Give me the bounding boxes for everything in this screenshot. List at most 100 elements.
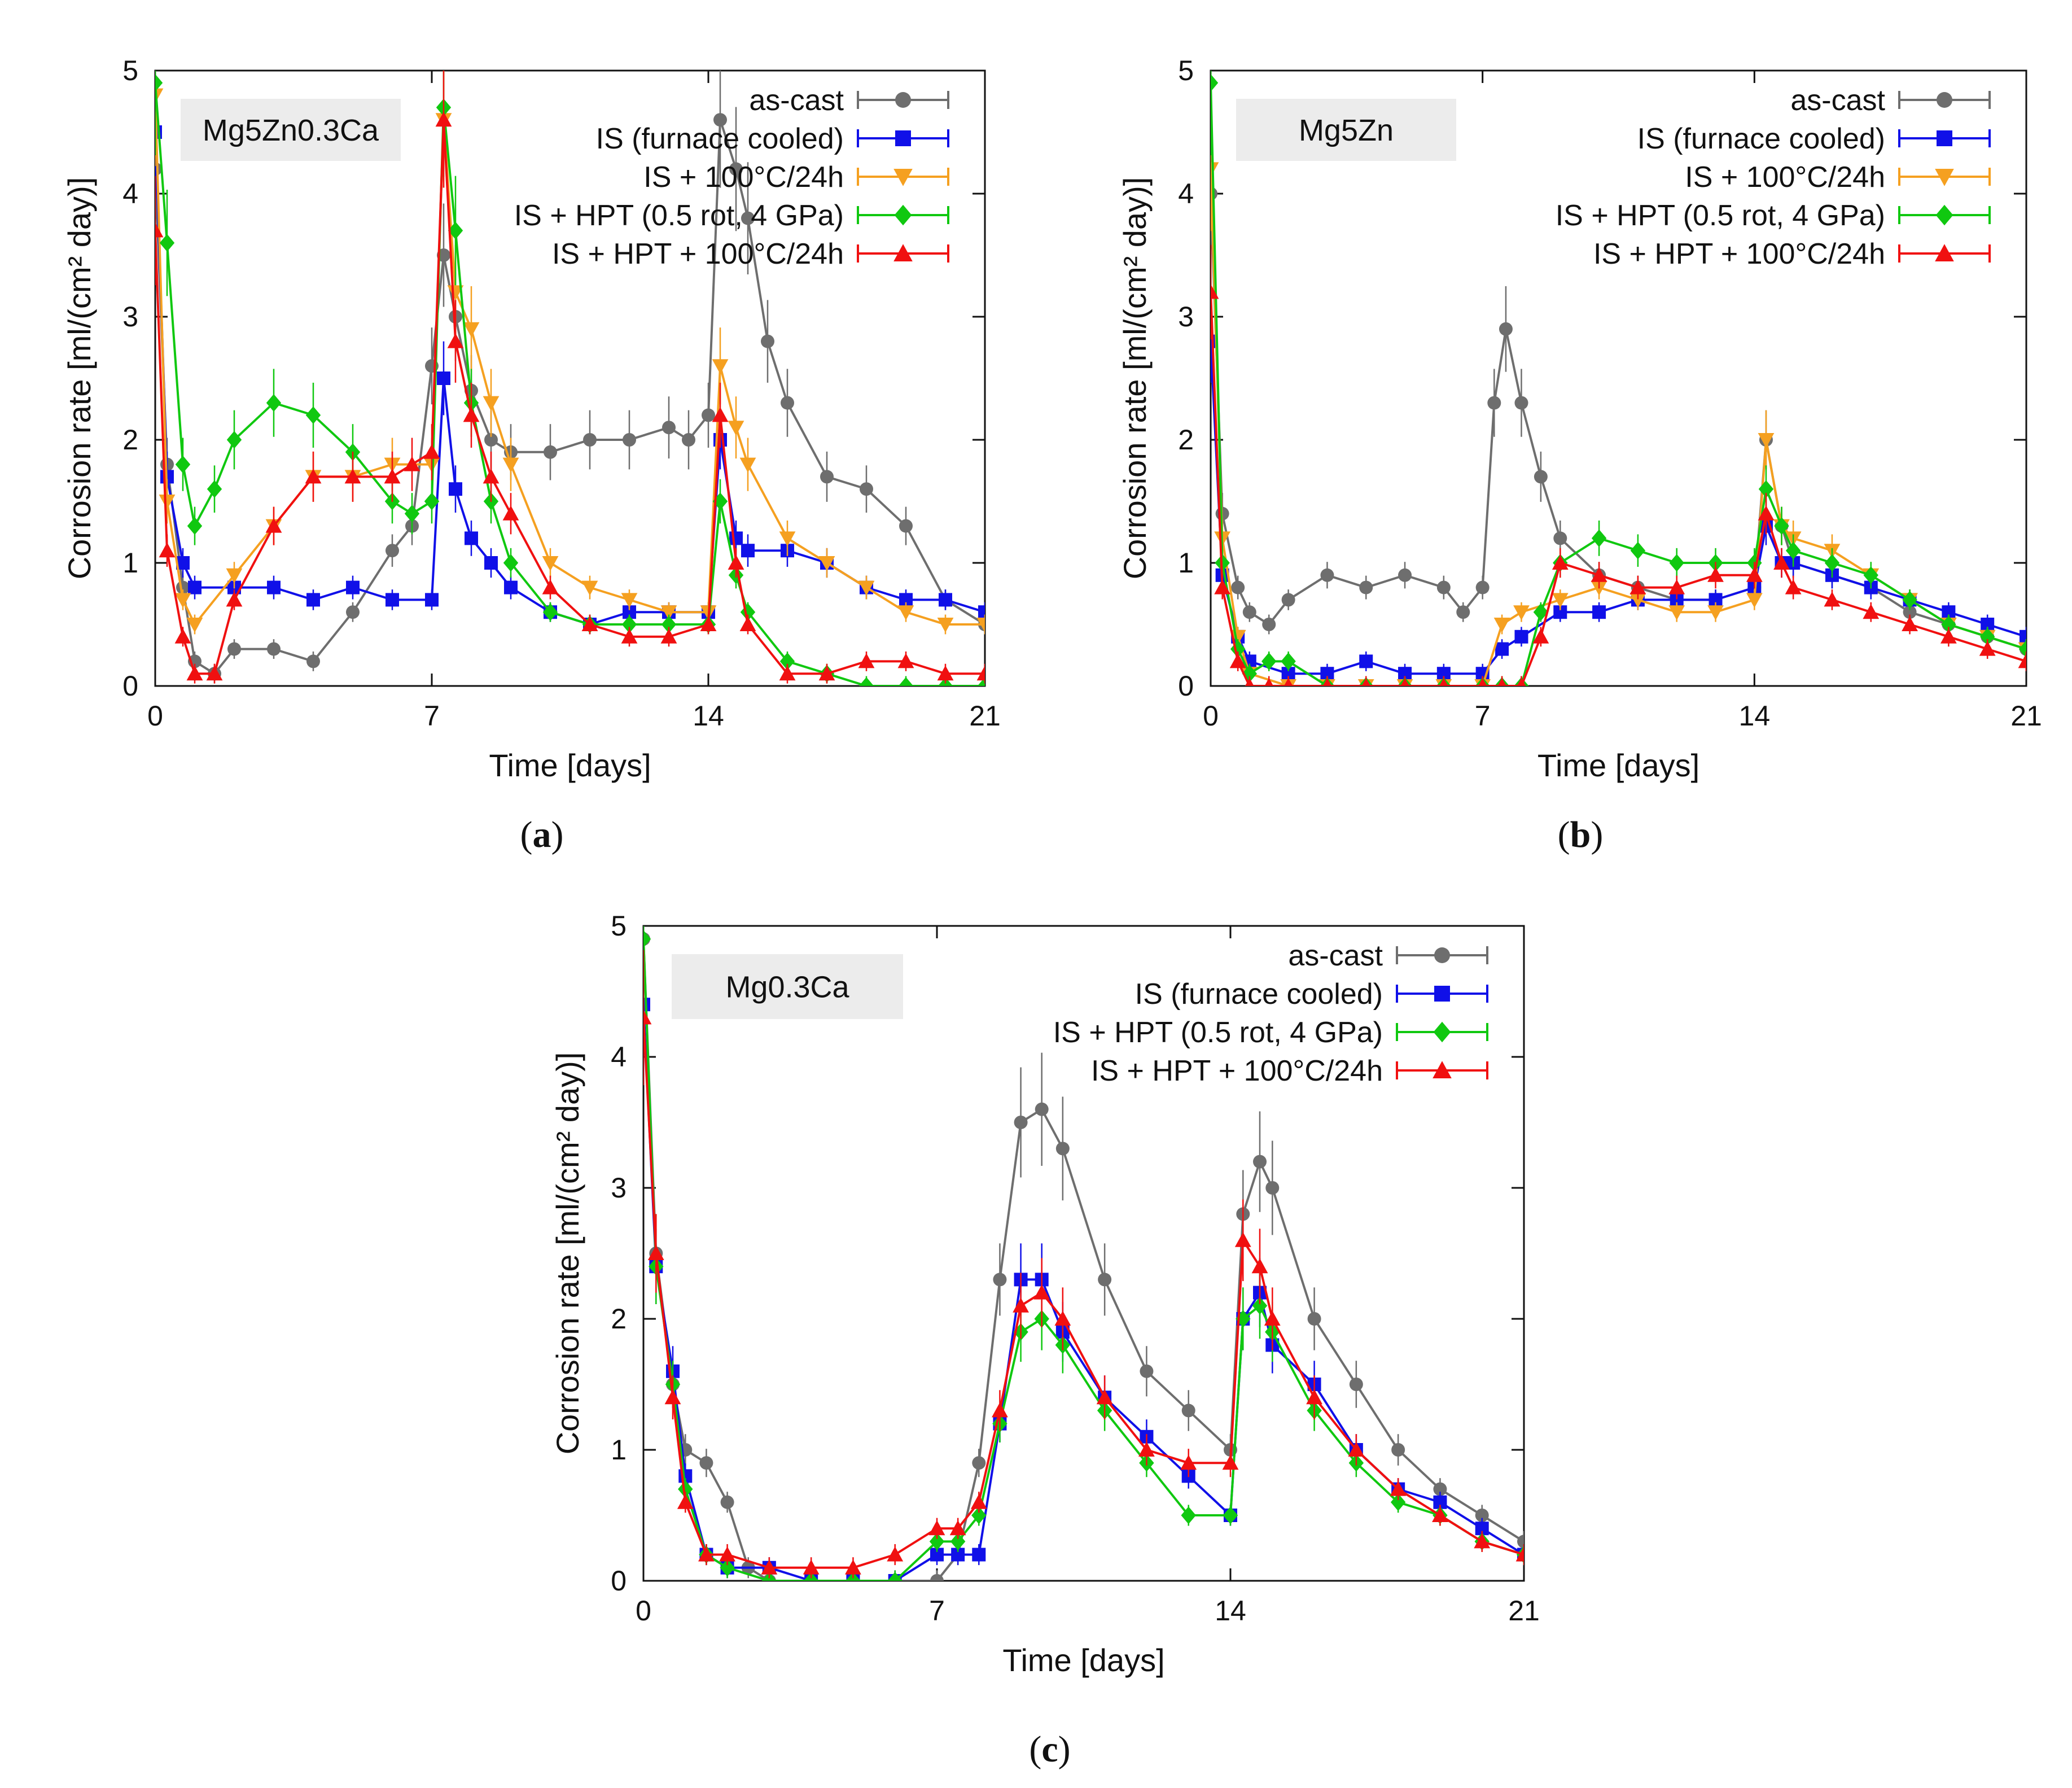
legend-entry: as-cast <box>1790 84 1991 117</box>
data-point <box>1391 1443 1405 1457</box>
data-point <box>1499 322 1513 336</box>
y-tick-label: 1 <box>1178 547 1194 579</box>
data-point <box>186 665 203 681</box>
data-point <box>1668 605 1685 620</box>
legend-marker <box>1434 986 1450 1002</box>
legend-entry: IS (furnace cooled) <box>1637 123 1991 155</box>
data-point <box>937 665 954 681</box>
data-point <box>1591 567 1607 582</box>
data-point <box>1234 1232 1251 1247</box>
data-point <box>1320 568 1334 582</box>
data-point <box>1941 615 1956 633</box>
caption-open-paren: ( <box>520 814 533 855</box>
series-IS + HPT + 100°C/24h <box>643 950 1524 1579</box>
data-point <box>1231 580 1245 594</box>
data-point <box>1746 567 1763 582</box>
legend-label: IS + HPT (0.5 rot, 4 GPa) <box>1053 1016 1383 1049</box>
data-point <box>404 505 420 523</box>
data-point <box>1629 579 1646 594</box>
x-axis-label: Time [days] <box>489 747 651 783</box>
data-point <box>503 554 519 572</box>
data-point <box>699 1456 713 1470</box>
x-tick-label: 21 <box>2010 700 2042 732</box>
data-point <box>1493 618 1510 633</box>
data-point <box>1229 653 1246 668</box>
data-point <box>1264 1310 1281 1326</box>
data-point <box>188 580 201 594</box>
data-point <box>423 444 440 459</box>
x-tick-label: 14 <box>693 700 724 732</box>
legend-label: IS + 100°C/24h <box>643 161 844 194</box>
data-point <box>1475 580 1490 594</box>
data-point <box>1098 1273 1112 1287</box>
data-point <box>1033 1284 1050 1300</box>
data-point <box>977 677 985 686</box>
caption-letter: c <box>1041 1729 1058 1770</box>
data-point <box>384 469 401 484</box>
data-point <box>899 519 913 533</box>
legend-entry: IS + HPT + 100°C/24h <box>1091 1055 1488 1087</box>
data-point <box>1514 629 1528 644</box>
data-point <box>1262 618 1276 631</box>
data-point <box>226 592 243 607</box>
series-IS + HPT + 100°C/24h <box>155 71 985 684</box>
data-point <box>1774 517 1789 535</box>
data-point <box>1359 654 1373 668</box>
data-point <box>845 1559 861 1575</box>
data-point <box>175 456 191 474</box>
data-point <box>887 1572 903 1581</box>
data-point <box>1013 1297 1029 1313</box>
data-point <box>1758 505 1775 521</box>
data-point <box>346 605 360 619</box>
data-point <box>1211 74 1219 92</box>
y-tick-label: 2 <box>611 1303 627 1335</box>
data-point <box>1035 1102 1049 1116</box>
data-point <box>159 234 175 252</box>
data-point <box>647 1245 664 1260</box>
data-point <box>483 469 500 484</box>
data-point <box>1940 628 1957 644</box>
legend-entry: IS + HPT + 100°C/24h <box>552 238 949 270</box>
data-point <box>1181 1506 1196 1524</box>
data-point <box>1517 1535 1524 1549</box>
data-point <box>186 618 203 633</box>
legend-marker <box>1433 1061 1452 1078</box>
data-point <box>1261 652 1277 670</box>
legend-marker <box>894 204 912 226</box>
data-point <box>1014 1116 1028 1129</box>
x-axis-label: Time [days] <box>1537 747 1699 783</box>
data-point <box>542 603 558 621</box>
data-point <box>729 162 743 176</box>
data-point <box>779 665 796 681</box>
data-point <box>502 457 519 473</box>
data-point <box>1629 593 1646 608</box>
data-point <box>1515 1546 1524 1562</box>
data-point <box>860 482 873 496</box>
data-point <box>2018 653 2026 668</box>
y-tick-label: 4 <box>611 1041 627 1073</box>
data-point <box>1180 1454 1197 1470</box>
data-point <box>623 433 636 447</box>
data-point <box>226 431 242 449</box>
legend-entry: IS + HPT + 100°C/24h <box>1593 238 1991 270</box>
data-point <box>306 654 320 668</box>
legend-label: IS + HPT + 100°C/24h <box>1593 238 1885 270</box>
legend-marker <box>1937 130 1952 146</box>
series-IS + HPT (0.5 rot, 4 GPa) <box>643 926 1524 1581</box>
data-point <box>542 579 559 594</box>
legend-entry: IS + HPT (0.5 rot, 4 GPa) <box>1556 199 1991 232</box>
x-tick-label: 14 <box>1215 1595 1246 1627</box>
data-point <box>978 605 985 619</box>
data-point <box>1096 1389 1113 1405</box>
data-point <box>898 677 914 686</box>
data-point <box>502 505 519 521</box>
y-tick-label: 0 <box>122 670 138 702</box>
data-point <box>305 406 321 424</box>
data-point <box>1824 554 1840 572</box>
legend: as-cast IS (furnace cooled) IS + 100°C/24h… <box>1556 84 1991 270</box>
legend-entry: IS + HPT (0.5 rot, 4 GPa) <box>1053 1016 1488 1049</box>
x-tick-label: 21 <box>1508 1595 1540 1627</box>
x-tick-label: 7 <box>929 1595 945 1627</box>
data-point <box>1229 629 1246 645</box>
data-point <box>155 222 164 238</box>
